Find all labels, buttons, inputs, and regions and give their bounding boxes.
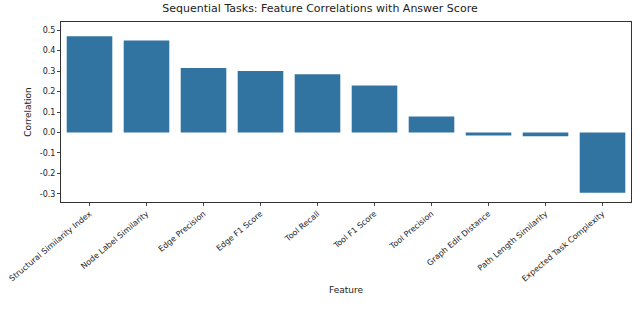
svg-text:Tool F1 Score: Tool F1 Score [331,209,378,250]
svg-text:Node Label Similarity: Node Label Similarity [79,209,150,271]
svg-text:0.5: 0.5 [43,26,56,35]
svg-text:Path Length Similarity: Path Length Similarity [476,209,549,273]
svg-text:Tool Precision: Tool Precision [388,209,436,251]
svg-text:-0.2: -0.2 [40,169,56,178]
svg-text:0.4: 0.4 [43,46,56,55]
svg-text:0.1: 0.1 [43,108,56,117]
svg-text:Edge F1 Score: Edge F1 Score [215,209,265,253]
svg-text:0.3: 0.3 [43,67,56,76]
svg-text:Feature: Feature [329,285,363,295]
svg-text:Sequential Tasks: Feature Corr: Sequential Tasks: Feature Correlations w… [162,2,478,15]
svg-text:0.0: 0.0 [43,128,56,137]
svg-text:Graph Edit Distance: Graph Edit Distance [425,209,492,267]
svg-text:Structural Similarity Index: Structural Similarity Index [7,209,93,283]
svg-text:Edge Precision: Edge Precision [157,209,208,253]
svg-text:-0.1: -0.1 [40,149,56,158]
svg-text:Tool Recall: Tool Recall [283,209,322,244]
svg-text:0.2: 0.2 [43,87,56,96]
svg-text:Correlation: Correlation [23,87,33,137]
svg-text:-0.3: -0.3 [40,190,56,199]
svg-text:Expected Task Complexity: Expected Task Complexity [520,209,606,283]
